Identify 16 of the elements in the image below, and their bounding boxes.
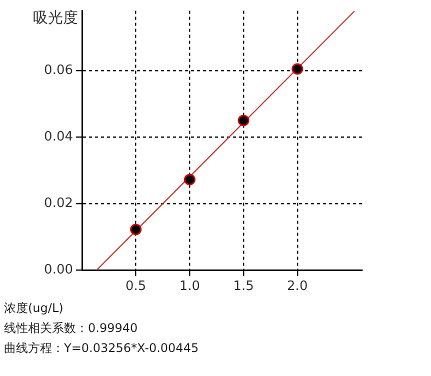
y-axis-title: 吸光度 <box>33 8 78 27</box>
y-tick-label: 0.06 <box>44 62 73 78</box>
y-tick-label: 0.04 <box>44 129 73 144</box>
x-tick-label: 2.0 <box>287 279 308 294</box>
point <box>184 174 196 186</box>
x-tick-label: 0.5 <box>126 279 146 294</box>
text: 线性相关系数：0.99940 <box>4 320 139 336</box>
x-tick-label: 1.0 <box>179 279 200 294</box>
y-tick-label: 0.00 <box>44 262 73 278</box>
point <box>238 114 250 126</box>
x-axis-title: 浓度(ug/L) <box>4 300 64 316</box>
y-tick-label: 0.02 <box>44 196 73 211</box>
text: 曲线方程：Y=0.03256*X-0.00445 <box>4 340 200 356</box>
point <box>130 224 142 236</box>
x-tick-label: 1.5 <box>233 279 254 294</box>
point <box>292 63 304 75</box>
